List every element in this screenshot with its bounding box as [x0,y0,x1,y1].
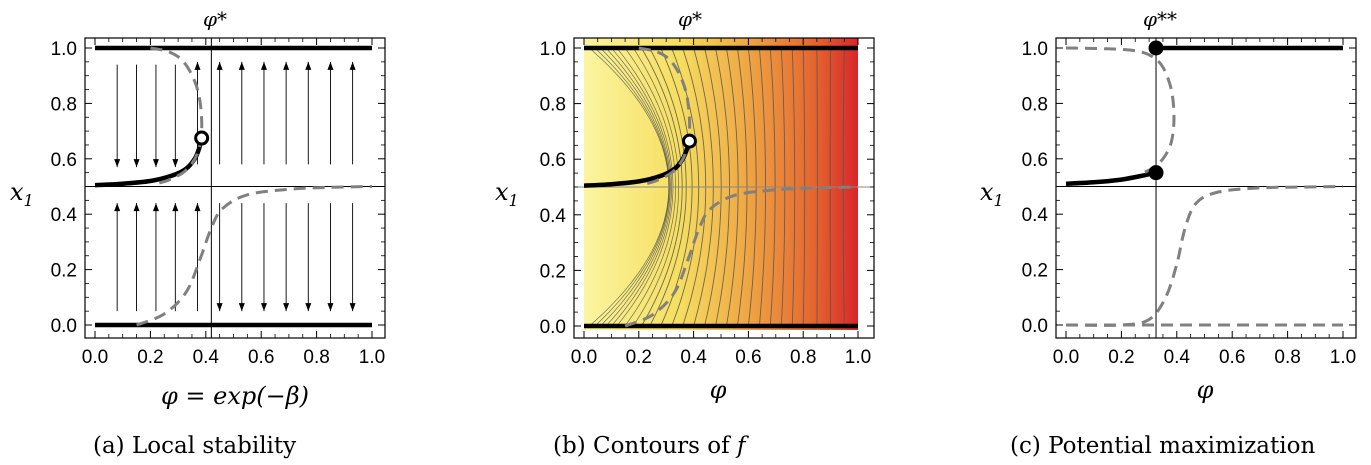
y-tick-label: 0.2 [51,261,77,282]
solid-curve [583,140,692,188]
x-axis-label: φ = exp(−β) [161,382,309,410]
x-tick-label: 0.8 [1274,347,1300,368]
solid-curve [1065,170,1157,186]
axis-ticks: 0.0 0.2 0.4 0.6 0.8 1.0 0.0 0.2 0.4 0.6 0.8 1.0 [1022,38,1356,368]
dashed-curve [1065,46,1176,174]
y-tick-label: 0.0 [51,316,77,337]
arrow-head [172,203,179,212]
filled-marker [1148,165,1164,181]
arrow-head [152,159,159,168]
arrow-head [172,159,179,168]
plot-frame [1055,37,1357,339]
x-axis-label: φ [710,376,727,404]
x-tick-label: 1.0 [845,347,871,368]
y-tick-label: 1.0 [1022,39,1048,60]
x-tick-label: 0.8 [790,347,816,368]
y-axis-label: x1 [980,178,1004,210]
dashed-curve [136,185,373,327]
plot-frame [573,37,875,339]
arrow-head [260,303,267,312]
vector-field-arrows [114,61,356,312]
x-axis-label: φ [1197,376,1214,404]
arrow-head [194,203,201,212]
arrow-head [349,61,356,70]
x-tick-label: 0.4 [680,347,707,368]
arrow-head [216,61,223,70]
arrow-head [327,303,334,312]
open-marker [194,130,210,146]
y-tick-label: 0.4 [540,206,567,227]
dashed-curve [638,46,692,186]
arrow-head [283,61,290,70]
x-tick-label: 0.6 [735,347,761,368]
axis-ticks: 0.0 0.2 0.4 0.6 0.8 1.0 0.0 0.2 0.4 0.6 0.8 1.0 [51,38,385,368]
filled-marker [1148,40,1164,56]
arrow-head [238,303,245,312]
y-tick-label: 1.0 [51,39,77,60]
y-tick-label: 0.2 [1022,261,1048,282]
arrow-head [327,61,334,70]
arrow-head [133,203,140,212]
x-tick-label: 1.0 [1330,347,1356,368]
y-tick-label: 0.8 [51,94,77,115]
dashed-curve [1065,185,1344,327]
caption-c: (c) Potential maximization [1010,433,1315,459]
arrow-head [194,61,201,70]
panel-contours: 0.0 0.2 0.4 0.6 0.8 1.00.00.20.40.60.81.0 φ* … [495,7,875,459]
arrow-head [260,61,267,70]
arrow-head [114,203,121,212]
arrow-head [283,303,290,312]
x-tick-label: 0.6 [1219,347,1245,368]
x-tick-label: 0.0 [1053,347,1079,368]
y-axis-label: x1 [10,178,34,210]
open-marker [681,133,697,149]
caption-a: (a) Local stability [93,433,296,459]
y-tick-label: 0.4 [51,205,78,226]
panel-local-stability: 0.0 0.2 0.4 0.6 0.8 1.00.00.20.40.60.81.0 φ* … [10,7,386,459]
arrow-head [305,61,312,70]
y-tick-label: 0.0 [1022,316,1048,337]
phi-star-label: φ* [678,7,702,31]
x-tick-label: 0.0 [82,347,108,368]
plot-frame [84,37,386,339]
solid-curve [94,137,204,188]
x-tick-label: 0.0 [571,347,597,368]
caption-b: (b) Contours of f [553,433,749,459]
plot-curves [1056,38,1356,338]
x-tick-label: 1.0 [359,347,385,368]
arrow-head [114,159,121,168]
arrow-head [305,303,312,312]
dashed-curve [624,185,859,328]
x-tick-label: 0.4 [193,347,220,368]
dashed-curve [150,46,204,186]
arrow-head [216,303,223,312]
x-tick-label: 0.6 [248,347,274,368]
x-tick-label: 0.2 [1108,347,1134,368]
y-tick-label: 0.6 [540,150,566,171]
y-tick-label: 0.8 [540,95,566,116]
y-tick-label: 0.6 [51,150,77,171]
phi-star-star-label: φ** [1143,7,1177,31]
arrow-head [152,203,159,212]
x-tick-label: 0.2 [137,347,163,368]
x-tick-label: 0.2 [626,347,652,368]
arrow-head [133,159,140,168]
y-tick-label: 0.0 [540,317,566,338]
y-tick-label: 0.6 [1022,150,1048,171]
axis-ticks: 0.0 0.2 0.4 0.6 0.8 1.0 0.0 0.2 0.4 0.6 0.8 1.0 [540,38,874,368]
y-tick-label: 1.0 [540,39,566,60]
phi-star-label: φ* [203,7,227,31]
y-tick-label: 0.8 [1022,94,1048,115]
x-tick-label: 0.4 [1164,347,1191,368]
y-tick-label: 0.4 [1022,205,1049,226]
y-axis-label: x1 [495,178,519,210]
plot-curves [574,45,874,329]
panel-potential-maximization: 0.0 0.2 0.4 0.6 0.8 1.0 0.0 0.2 0.4 0.6 0.8 1.0 φ**… [980,7,1357,459]
arrow-head [238,61,245,70]
plot-curves [85,38,385,338]
x-tick-label: 0.8 [303,347,329,368]
y-tick-label: 0.2 [540,261,566,282]
arrow-head [349,303,356,312]
